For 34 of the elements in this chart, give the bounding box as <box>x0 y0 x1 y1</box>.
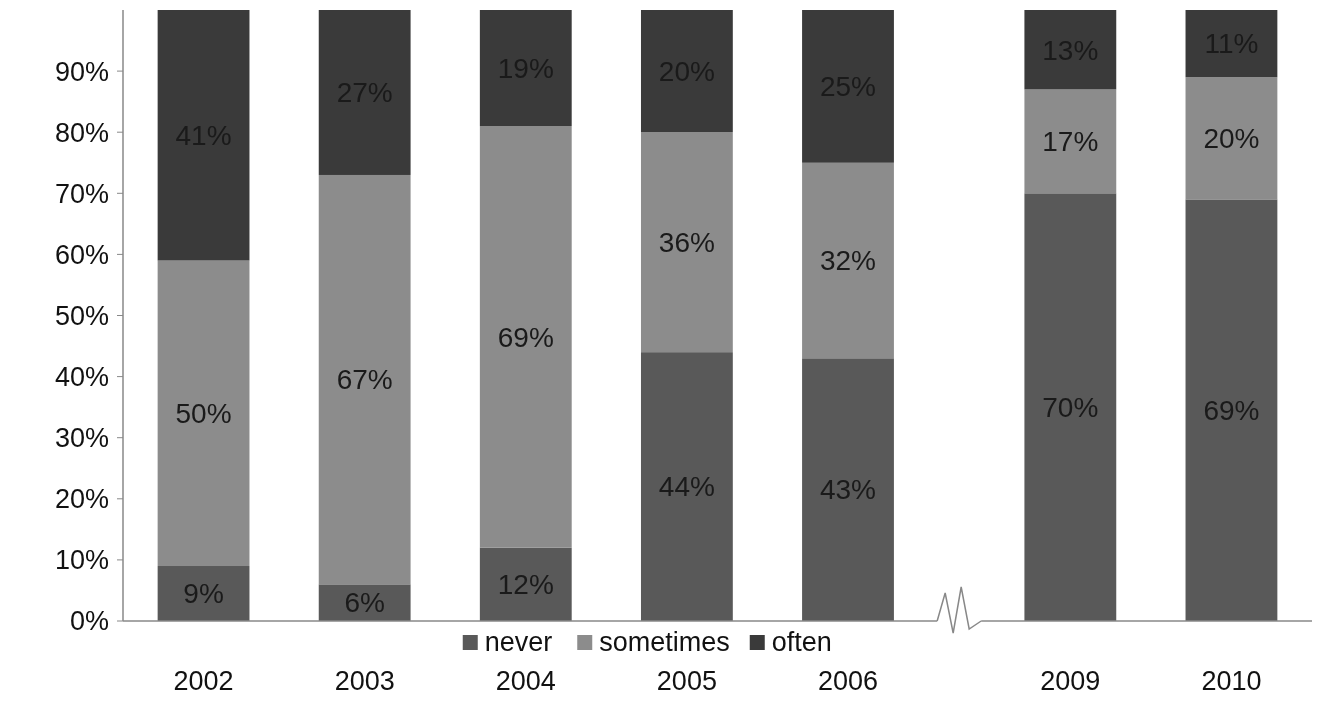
y-tick-label: 20% <box>54 484 109 515</box>
text: 6% <box>344 587 385 619</box>
y-tick-label: 60% <box>54 239 109 270</box>
x-tick-label: 2002 <box>173 666 234 696</box>
legend-label: never <box>484 627 553 657</box>
x-tick-label: 2003 <box>334 666 395 696</box>
text: 36% <box>658 226 715 258</box>
y-tick-label: 50% <box>54 300 109 331</box>
y-tick-label: 70% <box>54 178 109 209</box>
legend-label: sometimes <box>599 627 730 657</box>
x-tick-label: 2005 <box>656 666 717 696</box>
text: 17% <box>1042 126 1099 158</box>
text: 70% <box>1042 391 1099 423</box>
y-tick-label: 30% <box>54 423 109 454</box>
text: 20% <box>1203 123 1260 155</box>
x-tick-label: 2004 <box>495 666 556 696</box>
text: 44% <box>658 471 715 503</box>
text: 69% <box>497 321 554 353</box>
y-tick-label: 10% <box>54 545 109 576</box>
x-tick-label: 2010 <box>1201 666 1262 696</box>
y-tick-label: 90% <box>54 56 109 87</box>
text: 67% <box>336 364 393 396</box>
y-tick-label: 40% <box>54 362 109 393</box>
text: 9% <box>183 578 224 610</box>
text: 12% <box>497 569 554 601</box>
legend-label: often <box>771 627 832 657</box>
text: 32% <box>819 245 877 277</box>
text: 43% <box>819 474 877 506</box>
y-tick-label: 80% <box>54 117 109 148</box>
x-tick-label: 2009 <box>1040 666 1101 696</box>
text: 50% <box>175 398 232 430</box>
text: 69% <box>1203 395 1260 426</box>
y-tick-label: 0% <box>69 606 109 637</box>
x-tick-label: 2006 <box>817 666 879 696</box>
